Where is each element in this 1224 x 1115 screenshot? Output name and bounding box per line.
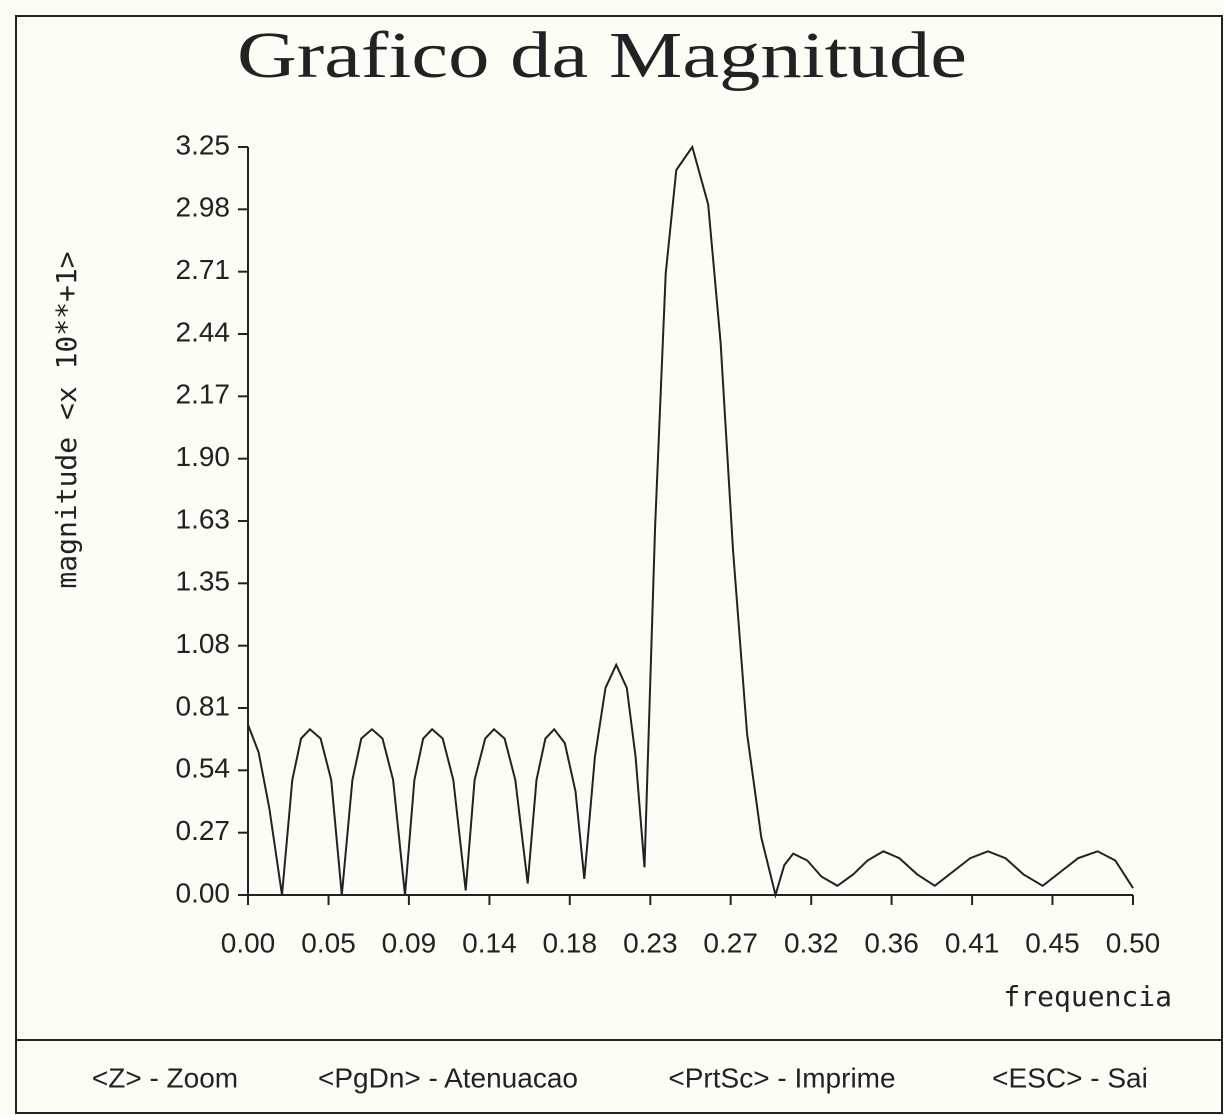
frame (15, 15, 1223, 1114)
chart-title: Grafico da Magnitude (237, 19, 967, 92)
y-tick-label: 2.44 (176, 316, 231, 347)
y-tick-label: 2.17 (176, 379, 231, 410)
x-tick-label: 0.45 (1025, 927, 1080, 958)
menu-item: <PgDn> - Atenuacao (318, 1062, 578, 1093)
x-tick-label: 0.05 (301, 927, 356, 958)
y-tick-label: 1.08 (176, 628, 231, 659)
x-tick-label: 0.18 (543, 927, 598, 958)
y-tick-label: 0.54 (176, 753, 231, 784)
x-tick-label: 0.09 (382, 927, 437, 958)
y-tick-label: 1.35 (176, 566, 231, 597)
x-tick-label: 0.14 (462, 927, 517, 958)
x-tick-label: 0.41 (945, 927, 1000, 958)
y-tick-label: 1.63 (176, 503, 231, 534)
x-tick-label: 0.50 (1106, 927, 1161, 958)
y-tick-label: 2.98 (176, 192, 231, 223)
x-tick-label: 0.32 (784, 927, 839, 958)
menu-item: <PrtSc> - Imprime (668, 1062, 895, 1093)
magnitude-line (247, 144, 1134, 899)
x-tick-label: 0.36 (864, 927, 919, 958)
x-axis-label: frequencia (1003, 980, 1172, 1013)
x-tick-label: 0.27 (703, 927, 758, 958)
y-tick-label: 0.81 (176, 690, 231, 721)
menu-item: <ESC> - Sai (992, 1062, 1148, 1093)
y-tick-label: 3.25 (176, 129, 231, 160)
y-tick-label: 0.27 (176, 815, 231, 846)
y-tick-label: 0.00 (176, 877, 231, 908)
y-axis-label: magnitude <x 10**+1> (50, 251, 83, 588)
x-tick-label: 0.00 (221, 927, 276, 958)
x-tick-label: 0.23 (623, 927, 678, 958)
y-tick-label: 2.71 (176, 254, 231, 285)
y-tick-label: 1.90 (176, 441, 231, 472)
menu-item: <Z> - Zoom (92, 1062, 238, 1093)
